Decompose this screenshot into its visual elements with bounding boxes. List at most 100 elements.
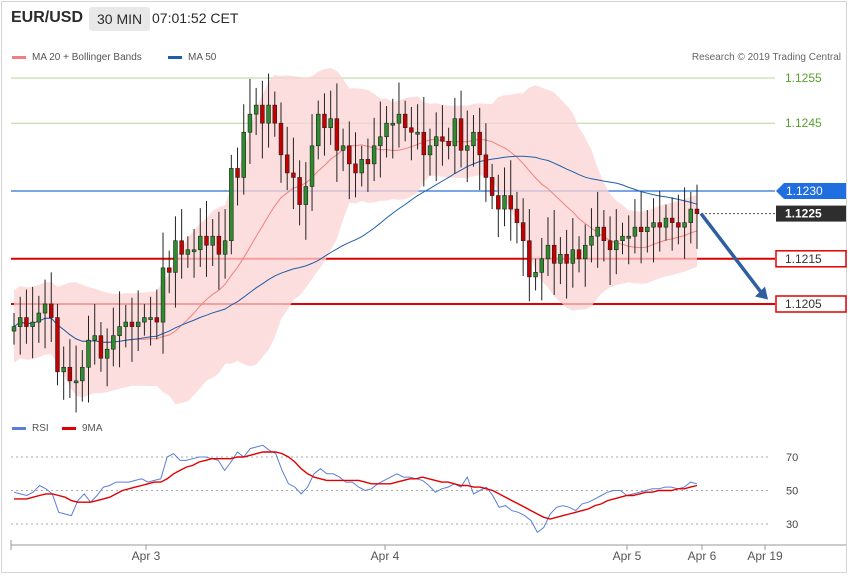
candle-body [36,312,42,323]
candle-body [440,136,445,142]
candle-body [620,235,625,242]
candle-body [589,235,594,246]
candle [104,328,110,387]
candle [173,216,178,308]
candle-body [316,113,321,147]
candle-body [167,267,172,273]
candle [483,123,489,202]
candle-body [353,163,358,174]
ma50-swatch [168,55,182,59]
candle [465,110,470,182]
rsi-label: RSI [32,423,49,434]
candle-body [502,195,507,210]
candle [390,98,395,159]
candle [433,112,439,182]
candle [253,87,259,135]
candle-body [433,136,439,147]
candle [80,350,85,402]
candle [309,114,315,211]
candle [30,286,35,359]
candle [564,229,569,299]
candle [384,106,389,158]
rsi-lines [13,444,698,534]
candle-body [508,195,513,210]
candle [148,296,153,346]
candle-body [111,335,116,350]
arrow-shaft [699,212,764,295]
candle-body [657,222,662,228]
legend-bollinger: MA 20 + Bollinger Bands [12,52,142,63]
pivot-tag [776,183,846,199]
candle [167,250,172,294]
candle-body [148,317,153,320]
candle-body [446,140,451,147]
candle [55,304,60,386]
candle [216,211,222,290]
candle [210,219,215,267]
ma50-label: MA 50 [188,52,217,63]
candle-body [160,267,166,323]
candle-body [483,154,489,178]
candle-body [179,240,184,255]
candle [24,289,29,344]
candle-body [334,118,340,151]
candle-body [570,249,576,264]
candle [179,209,184,279]
candle-body [551,244,557,264]
candle [316,100,321,160]
candle [322,93,327,156]
candle [421,96,427,187]
candle [477,107,482,191]
last-price-label: 1.1225 [785,207,822,221]
candle [645,209,650,253]
candle-body [98,335,104,359]
candle [514,191,520,244]
candle [229,154,234,255]
candle [545,217,551,276]
ma9-swatch [62,426,76,430]
timeframe-button[interactable]: 30 MIN [89,7,151,31]
candle [632,199,638,254]
candle [17,296,23,355]
candle-body [452,118,458,147]
candle [142,304,147,336]
ma50-path [13,155,698,343]
candle [297,160,302,226]
candle [694,184,700,249]
candle-body [365,159,371,165]
candle-body [421,131,427,156]
candle [440,105,445,166]
credit-label: Research © 2019 Trading Central [691,52,841,63]
candle [371,117,377,182]
candle-body [198,235,203,251]
candle-body [328,118,333,129]
candle-body [626,235,631,239]
candle [191,228,197,278]
candle [378,101,383,178]
candle [241,104,246,195]
candle-body [514,208,520,223]
rsi-series-9ma [14,451,698,520]
target-tag-5 [775,295,847,313]
candle [527,209,532,302]
candle-body [390,122,395,126]
candle-body [247,113,253,133]
candle-body [632,226,638,237]
legend-9ma: 9MA [62,423,103,434]
candle-body [583,244,588,260]
last-price-tag [776,205,846,222]
candle [396,82,402,148]
candle [595,191,600,268]
candle [520,198,526,276]
candle-body [545,244,551,260]
candle-body [309,145,315,187]
candle [284,126,290,191]
candle-body [402,113,408,129]
candle-body [73,380,79,384]
x-axis: Apr 3 Apr 4 Apr 5 Apr 6 Apr 19 [10,540,846,563]
candle [471,115,476,167]
candle [123,304,128,348]
candle-body [527,240,532,278]
candle-body [371,145,377,165]
